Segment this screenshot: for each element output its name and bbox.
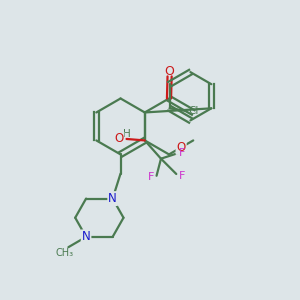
Text: CH₃: CH₃ <box>56 248 74 258</box>
Text: F: F <box>179 148 185 158</box>
Text: Cl: Cl <box>188 106 199 116</box>
Text: O: O <box>176 141 186 154</box>
Text: F: F <box>178 171 185 182</box>
Text: F: F <box>148 172 154 182</box>
Text: O: O <box>165 64 175 78</box>
Text: H: H <box>123 129 130 139</box>
Text: N: N <box>82 230 91 243</box>
Text: O: O <box>114 133 124 146</box>
Text: N: N <box>108 192 117 205</box>
